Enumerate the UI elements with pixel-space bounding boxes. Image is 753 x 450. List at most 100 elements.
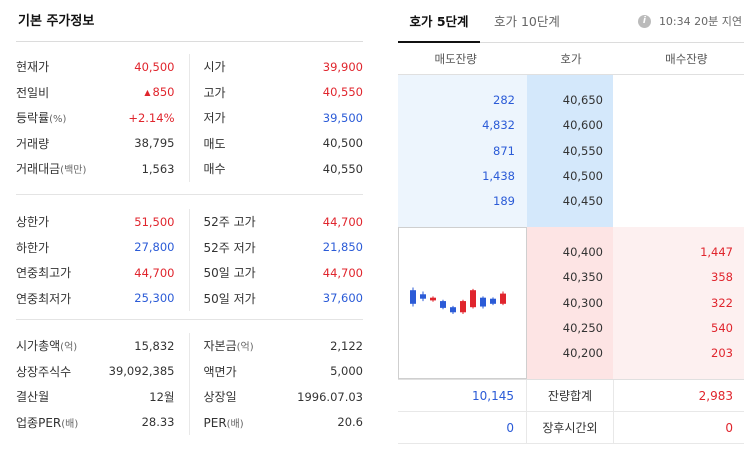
info-value-text: 5,000 — [330, 364, 363, 379]
after-hours-label: 장후시간외 — [542, 421, 598, 435]
info-cell-left: 상장주식수 39,092,385 — [16, 358, 190, 384]
bid-price: 40,400 — [562, 245, 603, 259]
info-cell-right: 50일 고가 44,700 — [190, 260, 364, 286]
info-label: 하한가 — [16, 239, 49, 256]
candle-up — [430, 297, 436, 301]
info-value: 25,300 — [134, 291, 174, 305]
info-value: 40,500 — [323, 136, 363, 150]
info-label: 자본금(억) — [204, 337, 254, 354]
info-label: 현재가 — [16, 58, 49, 75]
info-row: 결산월 12월 상장일 1996.07.03 — [16, 384, 363, 410]
ask-quantity: 871 — [493, 143, 515, 158]
info-value-text: 1996.07.03 — [297, 389, 363, 404]
ask-qty-column — [398, 75, 527, 227]
info-label-text: 연중최고가 — [16, 266, 72, 281]
info-value: 39,500 — [323, 111, 363, 125]
info-value-text: 39,092,385 — [108, 364, 175, 379]
info-label: 50일 저가 — [204, 290, 256, 307]
info-label: 고가 — [204, 84, 226, 101]
bid-quantity: 540 — [711, 320, 733, 335]
info-label: 결산월 — [16, 388, 49, 405]
ask-quantity: 189 — [493, 194, 515, 209]
info-row: 업종PER(배) 28.33 PER(배) 20.6 — [16, 409, 363, 435]
info-label-unit: (억) — [236, 342, 254, 354]
candle-up — [500, 293, 506, 304]
limit-group: 상한가 51,500 52주 고가 44,700 하한가 27,800 52주 저가 21,8… — [16, 195, 363, 320]
info-value: 44,700 — [134, 266, 174, 280]
info-label-text: 전일비 — [16, 85, 50, 100]
info-value-text: 38,795 — [134, 136, 175, 151]
info-label-text: 고가 — [203, 85, 226, 100]
info-label: 상한가 — [16, 213, 49, 230]
info-label: 매수 — [204, 160, 226, 177]
bid-price: 40,250 — [562, 320, 603, 335]
info-label-unit: (배) — [61, 418, 79, 430]
info-label-unit: (백만) — [60, 165, 87, 177]
info-value-text: 40,550 — [322, 161, 363, 176]
bid-quantity: 358 — [711, 270, 733, 285]
info-value-text: 850 — [152, 85, 175, 100]
orderbook-tabs: 호가 5단계 호가 10단계 i 10:34 20분 지연 — [398, 0, 744, 43]
info-label: 연중최고가 — [16, 264, 71, 281]
ask-price: 40,550 — [562, 143, 603, 158]
info-value: 44,700 — [323, 215, 363, 229]
info-label-text: 하한가 — [16, 240, 50, 255]
bid-price-column — [527, 227, 613, 379]
info-cell-right: 52주 고가 44,700 — [190, 209, 364, 235]
info-cell-right: 액면가 5,000 — [190, 359, 364, 385]
price-group: 현재가 40,500 시가 39,900 전일비 ▲ 850 고가 40,550 등락률(%) +2… — [16, 42, 363, 195]
info-value: 40,550 — [323, 162, 363, 176]
tab-10-level[interactable]: 호가 10단계 — [494, 14, 560, 29]
info-row: 현재가 40,500 시가 39,900 — [16, 54, 363, 80]
info-label-unit: (%) — [49, 114, 67, 126]
info-cell-left: 연중최저가 25,300 — [16, 285, 190, 311]
info-label-text: 액면가 — [203, 364, 237, 379]
info-label-text: 연중최저가 — [16, 291, 72, 306]
info-label-text: 등락률 — [16, 111, 50, 126]
total-label: 잔량합계 — [547, 389, 593, 403]
info-cell-left: 거래량 38,795 — [16, 130, 190, 156]
header-ask-qty: 매도잔량 — [434, 52, 477, 66]
info-cell-right: 50일 저가 37,600 — [190, 286, 364, 312]
panel-title: 기본 주가정보 — [16, 0, 363, 42]
bid-price: 40,300 — [562, 295, 603, 310]
info-value-text: 2,122 — [330, 338, 363, 353]
info-label: 업종PER(배) — [16, 414, 78, 431]
info-label: 연중최저가 — [16, 290, 71, 307]
info-value-text: 44,700 — [134, 265, 175, 280]
info-value: 20.6 — [337, 415, 363, 429]
info-cell-right: 저가 39,500 — [190, 105, 364, 131]
info-cell-left: 상한가 51,500 — [16, 209, 190, 235]
info-label: 시가총액(억) — [16, 337, 77, 354]
info-cell-right: 시가 39,900 — [190, 54, 364, 80]
info-label: 등락률(%) — [16, 109, 66, 126]
ask-price: 40,450 — [562, 194, 603, 209]
candle-down — [420, 294, 426, 299]
total-ask-qty: 10,145 — [398, 380, 527, 411]
info-label: 50일 고가 — [204, 264, 256, 281]
info-value: 21,850 — [323, 240, 363, 254]
info-label: 액면가 — [204, 363, 237, 380]
info-value-text: 40,500 — [322, 136, 363, 151]
info-row: 상한가 51,500 52주 고가 44,700 — [16, 209, 363, 235]
candle-chart-svg — [410, 287, 506, 314]
orderbook-body: 282 40,650 4,832 40,600 871 40,550 1,438 40,500… — [398, 75, 744, 379]
info-value: 39,092,385 — [109, 364, 175, 378]
info-icon[interactable]: i — [637, 15, 651, 28]
info-label: 52주 저가 — [204, 239, 256, 256]
info-value-text: 15,832 — [134, 338, 175, 353]
info-label: 상장주식수 — [16, 363, 71, 380]
info-label: PER(배) — [204, 415, 244, 430]
ask-price-column — [527, 75, 613, 227]
info-label-text: 시가 — [203, 60, 226, 75]
candle-down — [490, 298, 496, 304]
info-label: 시가 — [204, 58, 226, 75]
tab-5-level[interactable]: 호가 5단계 — [398, 0, 480, 43]
info-row: 연중최저가 25,300 50일 저가 37,600 — [16, 285, 364, 312]
info-label-text: 매도 — [203, 136, 226, 151]
bid-quantity: 322 — [711, 295, 733, 310]
info-cell-left: 업종PER(배) 28.33 — [16, 409, 190, 435]
info-value: 28.33 — [142, 415, 175, 429]
info-label-text: 매수 — [203, 162, 226, 177]
info-label: 저가 — [204, 109, 226, 126]
